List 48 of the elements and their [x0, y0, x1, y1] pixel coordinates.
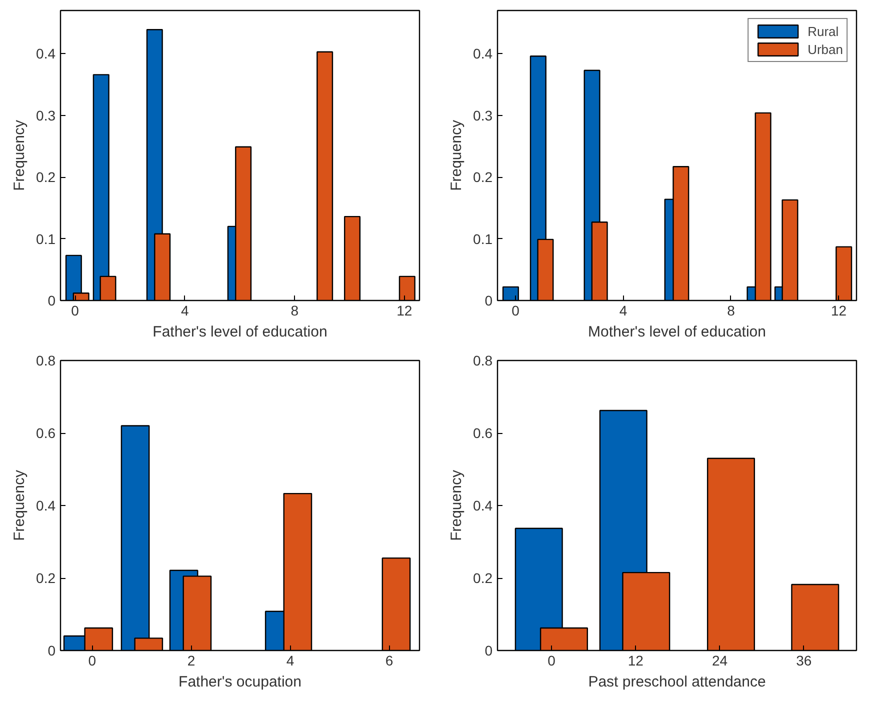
legend-label: Urban: [808, 42, 843, 56]
y-tick-label: 0.8: [473, 352, 493, 368]
y-tick-label: 0.6: [473, 425, 493, 441]
y-tick-label: 0.2: [473, 169, 493, 186]
x-tick-label: 2: [187, 652, 196, 668]
y-tick-label: 0.4: [473, 46, 493, 62]
y-tick-label: 0: [484, 292, 493, 308]
x-axis-title: Father's level of education: [152, 324, 328, 340]
y-tick-label: 0.4: [473, 498, 493, 514]
y-axis-title: Frequency: [11, 120, 28, 191]
x-tick-label: 8: [290, 302, 299, 318]
bar: [316, 51, 334, 300]
y-tick-label: 0.2: [36, 169, 56, 186]
x-tick-label: 12: [628, 652, 644, 668]
x-axis-title: Past preschool attendance: [588, 674, 766, 690]
x-tick-label: 36: [796, 652, 812, 668]
y-tick-label: 0.4: [36, 498, 56, 514]
y-tick-label: 0.3: [36, 107, 56, 124]
x-tick-label: 24: [712, 652, 728, 668]
y-tick-label: 0.4: [36, 46, 56, 62]
x-tick-label: 12: [396, 302, 412, 318]
y-tick-label: 0: [48, 292, 56, 308]
x-tick-label: 0: [512, 302, 520, 318]
y-axis-title: Frequency: [448, 120, 466, 191]
y-tick-label: 0.1: [473, 230, 493, 247]
x-tick-label: 12: [830, 302, 847, 318]
y-axis-title: Frequency: [448, 470, 466, 541]
x-axis-title: Mother's level of education: [588, 324, 766, 340]
x-tick-label: 4: [286, 652, 294, 668]
y-tick-label: 0.2: [36, 570, 56, 586]
x-tick-label: 4: [619, 302, 628, 318]
y-tick-label: 0.1: [36, 230, 56, 247]
y-tick-label: 0.6: [36, 425, 56, 441]
x-tick-label: 8: [727, 302, 736, 318]
y-axis-title: Frequency: [11, 470, 28, 541]
y-tick-label: 0.3: [473, 107, 493, 124]
y-tick-label: 0.8: [36, 352, 56, 368]
y-tick-label: 0.2: [473, 570, 493, 586]
legend-label: Rural: [808, 24, 839, 38]
x-tick-label: 0: [88, 652, 96, 668]
x-tick-label: 0: [548, 652, 556, 668]
x-tick-label: 6: [385, 652, 394, 668]
y-tick-label: 0: [48, 642, 56, 658]
y-tick-label: 0: [484, 642, 493, 658]
x-axis-title: Father's ocupation: [178, 674, 302, 690]
bar: [344, 216, 361, 300]
x-tick-label: 4: [180, 302, 189, 318]
x-tick-label: 0: [71, 302, 80, 318]
